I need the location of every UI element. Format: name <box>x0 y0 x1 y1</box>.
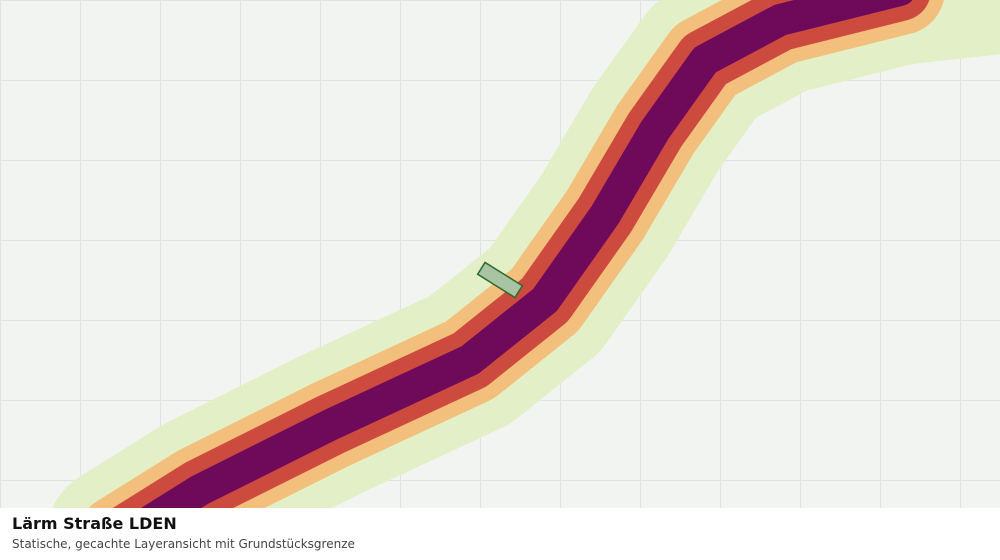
noise-bands <box>52 0 1000 508</box>
noise-band-very-high <box>141 0 913 508</box>
map-canvas <box>0 0 1000 508</box>
map-title: Lärm Straße LDEN <box>12 514 177 533</box>
caption-panel: Lärm Straße LDEN Statische, gecachte Lay… <box>0 508 1000 560</box>
map-subtitle: Statische, gecachte Layeransicht mit Gru… <box>12 537 355 551</box>
parcel-boundary <box>476 261 524 299</box>
